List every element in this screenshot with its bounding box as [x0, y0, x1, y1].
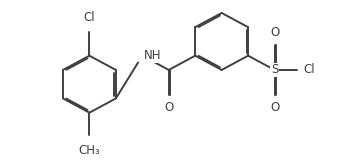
Text: Cl: Cl [303, 63, 315, 76]
Text: Cl: Cl [84, 11, 95, 24]
Text: NH: NH [144, 49, 162, 62]
Text: S: S [271, 63, 278, 76]
Text: CH₃: CH₃ [79, 144, 100, 157]
Text: O: O [270, 101, 279, 114]
Text: O: O [270, 26, 279, 39]
Text: O: O [164, 101, 173, 114]
